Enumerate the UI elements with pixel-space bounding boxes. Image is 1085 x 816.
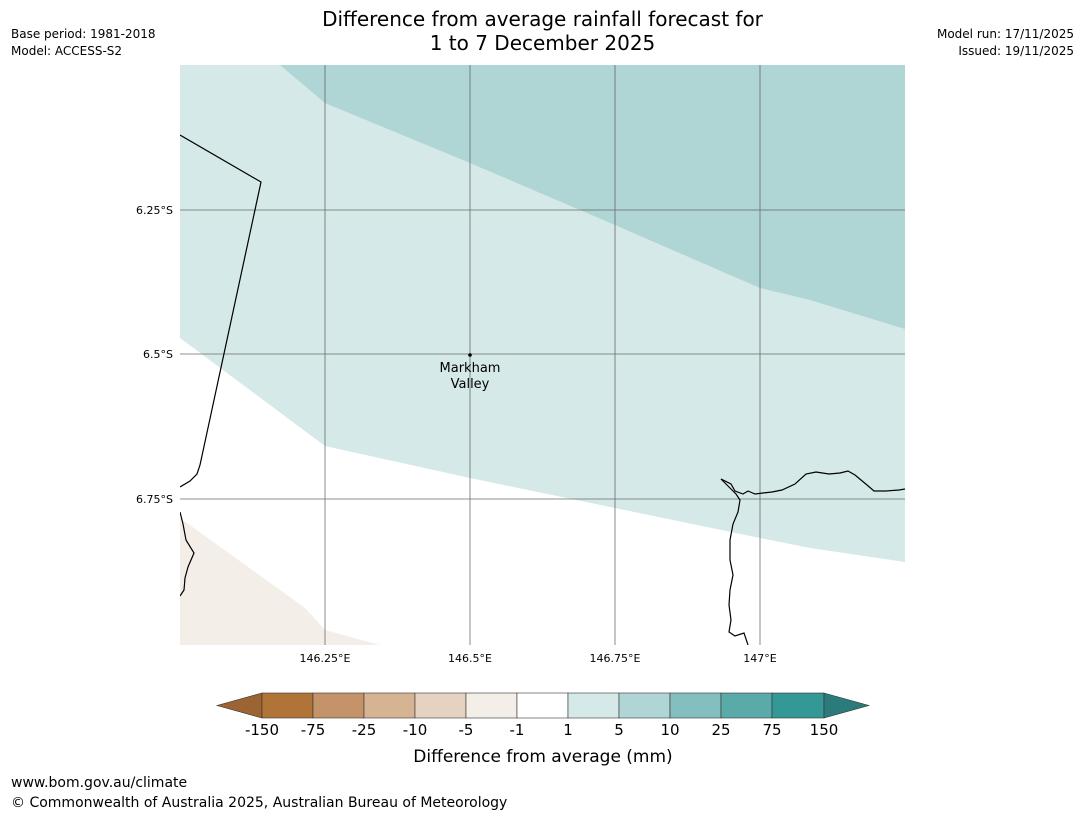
- title-line-2: 1 to 7 December 2025: [429, 31, 656, 55]
- lon-label: 146.25°E: [300, 652, 351, 665]
- legend-tick: 1: [563, 721, 573, 739]
- lon-labels: 146.25°E 146.5°E 146.75°E 147°E: [300, 652, 777, 665]
- legend-label: Difference from average (mm): [413, 747, 672, 767]
- issued-date: Issued: 19/11/2025: [958, 44, 1074, 58]
- legend-tick: -10: [403, 721, 428, 739]
- rainfall-field: [180, 65, 905, 645]
- legend-low-extend: [215, 692, 263, 719]
- legend-box: [516, 692, 569, 719]
- lon-label: 147°E: [743, 652, 776, 665]
- legend-box: [312, 692, 365, 719]
- legend-tick: -75: [301, 721, 326, 739]
- lon-label: 146.5°E: [448, 652, 492, 665]
- model-run: Model run: 17/11/2025: [936, 27, 1074, 41]
- base-period: Base period: 1981-2018: [11, 27, 156, 41]
- legend-box: [720, 692, 773, 719]
- legend-colorbar: [215, 692, 871, 719]
- coast-west: [180, 511, 195, 597]
- legend-box: [567, 692, 620, 719]
- legend-box: [618, 692, 671, 719]
- place-name-line1: Markham: [440, 361, 501, 376]
- legend-box: [363, 692, 416, 719]
- province-border: [180, 134, 262, 488]
- legend-box: [414, 692, 467, 719]
- map-title: Difference from average rainfall forecas…: [0, 7, 1085, 55]
- title-line-1: Difference from average rainfall forecas…: [322, 7, 763, 31]
- legend-tick: -1: [510, 721, 525, 739]
- band-5-to-10: [280, 65, 905, 329]
- legend-box: [669, 692, 722, 719]
- legend-box: [465, 692, 518, 719]
- legend-tick: 25: [711, 721, 730, 739]
- place-marker-dot: [468, 353, 472, 357]
- legend-tick: 5: [614, 721, 624, 739]
- river-markham: [720, 478, 749, 645]
- legend-tick: -5: [459, 721, 474, 739]
- legend-high-extend: [823, 692, 871, 719]
- legend-tick: -150: [245, 721, 279, 739]
- coastlines: [180, 134, 905, 645]
- legend-tick: 75: [762, 721, 781, 739]
- band-neg5-to-neg1: [180, 518, 380, 645]
- legend-tick: 10: [660, 721, 679, 739]
- footer-copyright: © Commonwealth of Australia 2025, Austra…: [11, 795, 508, 811]
- meta-right: Model run: 17/11/2025 Issued: 19/11/2025: [937, 26, 1074, 60]
- coast-huon: [720, 470, 905, 495]
- place-markers: Markham Valley: [440, 353, 501, 392]
- legend-box: [261, 692, 314, 719]
- place-name-line2: Valley: [451, 377, 490, 392]
- legend-tick: 150: [810, 721, 839, 739]
- model-name: Model: ACCESS-S2: [11, 44, 123, 58]
- legend-tick: -25: [352, 721, 377, 739]
- footer-url: www.bom.gov.au/climate: [11, 775, 188, 791]
- lat-label: 6.5°S: [143, 348, 173, 361]
- legend-box: [771, 692, 825, 719]
- legend-ticks: -150 -75 -25 -10 -5 -1 1 5 10 25 75 150: [245, 721, 838, 739]
- lat-label: 6.75°S: [136, 493, 173, 506]
- lon-label: 146.75°E: [590, 652, 641, 665]
- meta-left: Base period: 1981-2018 Model: ACCESS-S2: [11, 26, 156, 60]
- lat-label: 6.25°S: [136, 204, 173, 217]
- graticule: [180, 65, 905, 645]
- lat-labels: 6.25°S 6.5°S 6.75°S: [136, 204, 173, 506]
